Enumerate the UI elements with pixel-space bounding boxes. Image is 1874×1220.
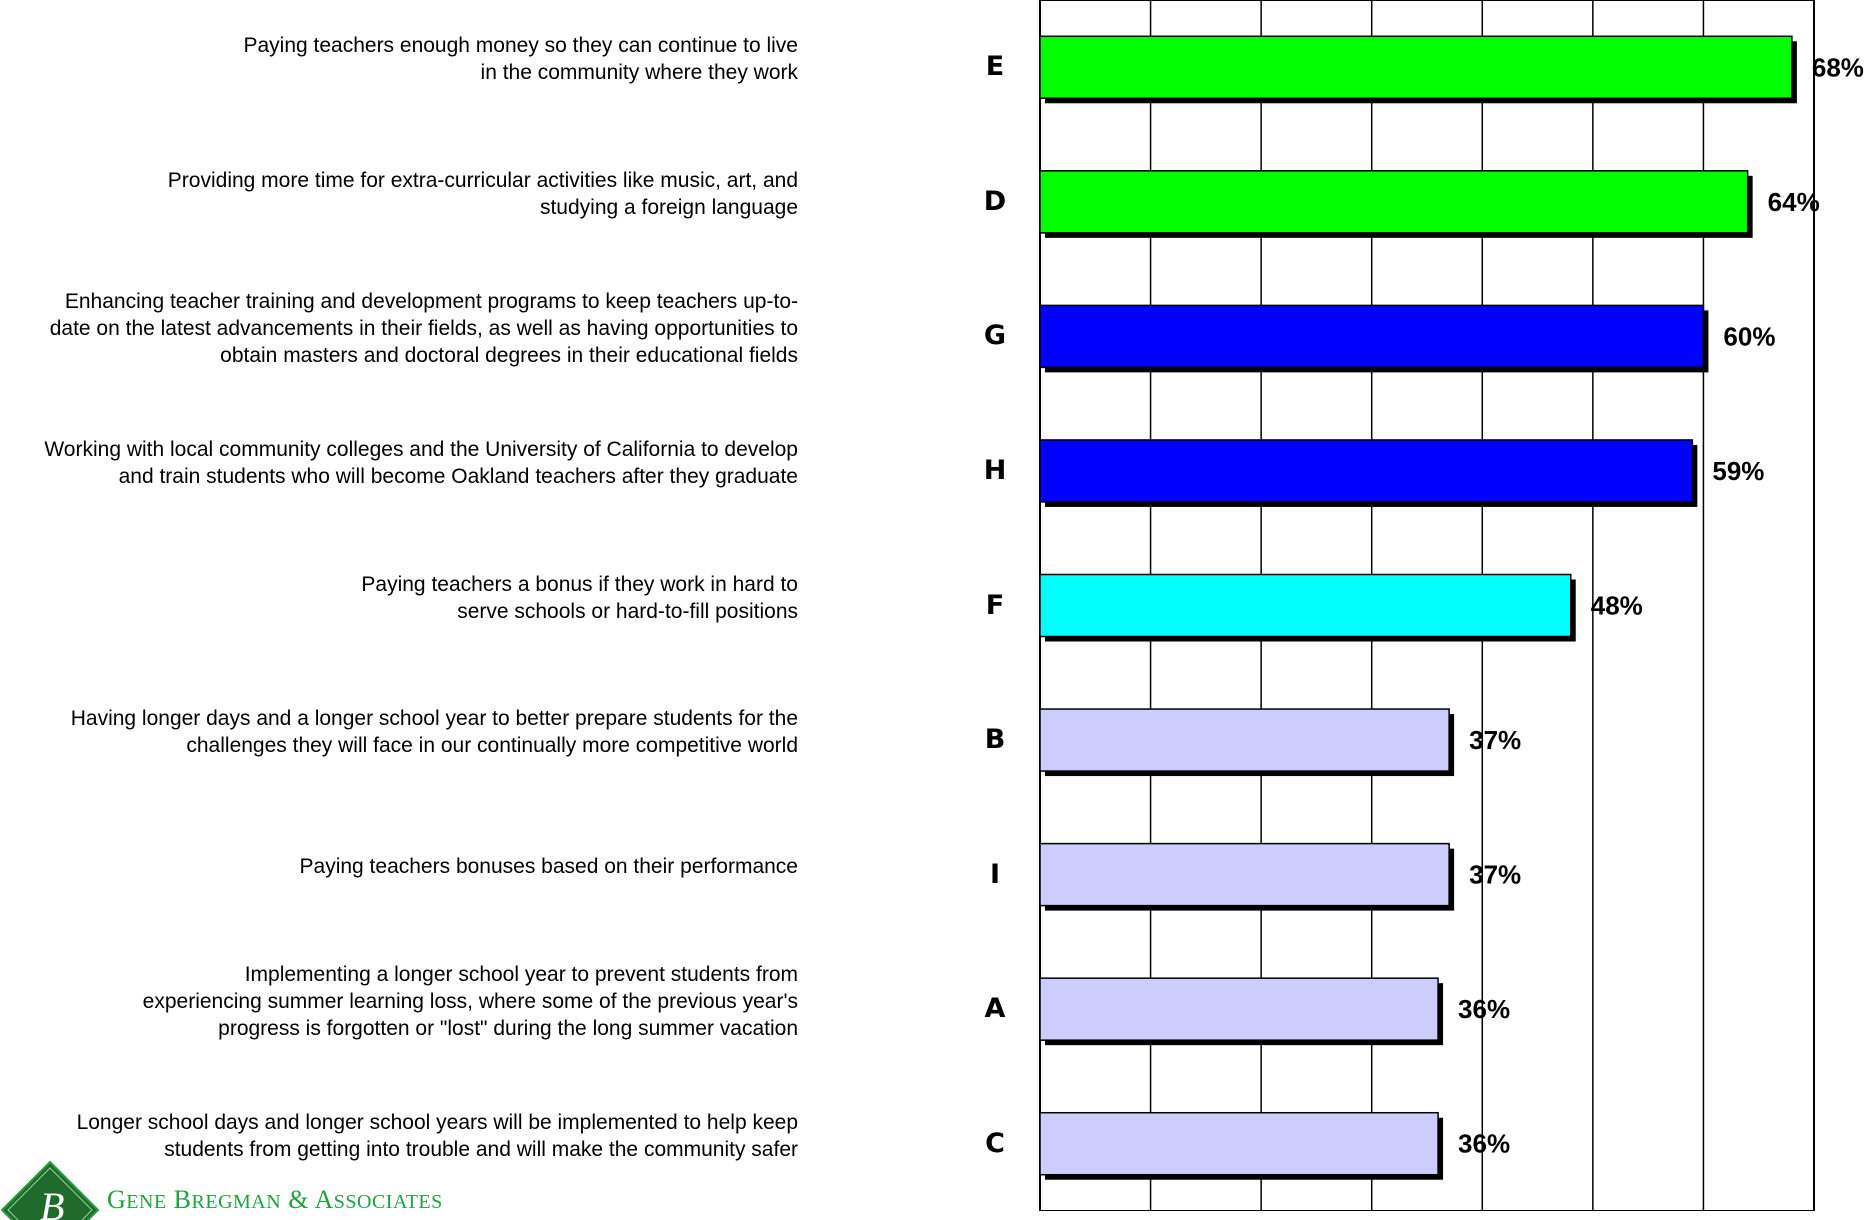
- row-description-line: studying a foreign language: [539, 195, 798, 219]
- row-letter-g: G: [983, 320, 1007, 352]
- bar-e: [1039, 35, 1793, 100]
- row-description-line: challenges they will face in our continu…: [186, 734, 798, 758]
- row-description-d: Providing more time for extra-curricular…: [168, 167, 798, 221]
- row-description-c: Longer school days and longer school yea…: [77, 1109, 798, 1163]
- bar-b: [1039, 708, 1450, 772]
- bar-a: [1039, 977, 1439, 1041]
- row-description-line: Implementing a longer school year to pre…: [244, 962, 798, 986]
- bar-g: [1039, 304, 1705, 369]
- row-description-line: Paying teachers bonuses based on their p…: [299, 855, 798, 879]
- row-letter-f: F: [985, 589, 1005, 621]
- row-description-e: Paying teachers enough money so they can…: [243, 32, 798, 86]
- row-description-line: serve schools or hard-to-fill positions: [457, 599, 798, 623]
- row-letter-i: I: [989, 858, 1001, 890]
- bar-i: [1039, 842, 1450, 907]
- row-description-line: Working with local community colleges an…: [44, 437, 798, 461]
- logo-emblem-icon: B: [0, 1160, 100, 1220]
- logo-text: GENE BREGMAN & ASSOCIATES: [107, 1185, 443, 1215]
- row-description-line: Paying teachers a bonus if they work in …: [361, 572, 798, 596]
- row-description-line: in the community where they work: [480, 61, 798, 85]
- value-label-g: 60%: [1723, 321, 1775, 351]
- row-description-i: Paying teachers bonuses based on their p…: [300, 853, 798, 880]
- row-letter-h: H: [983, 454, 1007, 486]
- bar-c: [1039, 1111, 1439, 1176]
- row-description-a: Implementing a longer school year to pre…: [143, 961, 798, 1042]
- row-letter-e: E: [985, 51, 1005, 83]
- bar-h: [1039, 439, 1694, 503]
- row-description-line: progress is forgotten or "lost" during t…: [218, 1016, 798, 1040]
- row-description-f: Paying teachers a bonus if they work in …: [361, 571, 798, 625]
- value-label-d: 64%: [1768, 187, 1820, 217]
- value-label-b: 37%: [1469, 725, 1521, 755]
- row-description-g: Enhancing teacher training and developme…: [50, 288, 798, 369]
- row-description-line: date on the latest advancements in their…: [49, 316, 798, 340]
- bar-d: [1039, 170, 1749, 234]
- value-label-c: 36%: [1458, 1129, 1510, 1159]
- row-description-line: Enhancing teacher training and developme…: [64, 289, 798, 313]
- row-letter-a: A: [984, 993, 1006, 1025]
- logo-name: GENE BREGMAN & ASSOCIATES: [107, 1185, 443, 1214]
- row-description-line: experiencing summer learning loss, where…: [142, 989, 798, 1013]
- bar-f: [1039, 573, 1572, 638]
- row-description-line: Having longer days and a longer school y…: [70, 707, 798, 731]
- value-label-e: 68%: [1812, 52, 1864, 82]
- row-description-line: Paying teachers enough money so they can…: [243, 34, 798, 58]
- row-description-line: Providing more time for extra-curricular…: [167, 168, 798, 192]
- row-letter-c: C: [985, 1127, 1005, 1159]
- value-label-f: 48%: [1591, 591, 1643, 621]
- row-description-h: Working with local community colleges an…: [44, 436, 798, 490]
- value-label-h: 59%: [1712, 456, 1764, 486]
- row-description-line: students from getting into trouble and w…: [164, 1137, 798, 1161]
- svg-text:B: B: [40, 1184, 64, 1220]
- row-description-line: Longer school days and longer school yea…: [76, 1110, 798, 1134]
- row-description-line: obtain masters and doctoral degrees in t…: [220, 343, 798, 367]
- value-label-a: 36%: [1458, 994, 1510, 1024]
- row-description-line: and train students who will become Oakla…: [118, 464, 798, 488]
- row-description-b: Having longer days and a longer school y…: [71, 705, 798, 759]
- row-letter-b: B: [984, 724, 1006, 756]
- value-label-i: 37%: [1469, 860, 1521, 890]
- row-letter-d: D: [983, 185, 1007, 217]
